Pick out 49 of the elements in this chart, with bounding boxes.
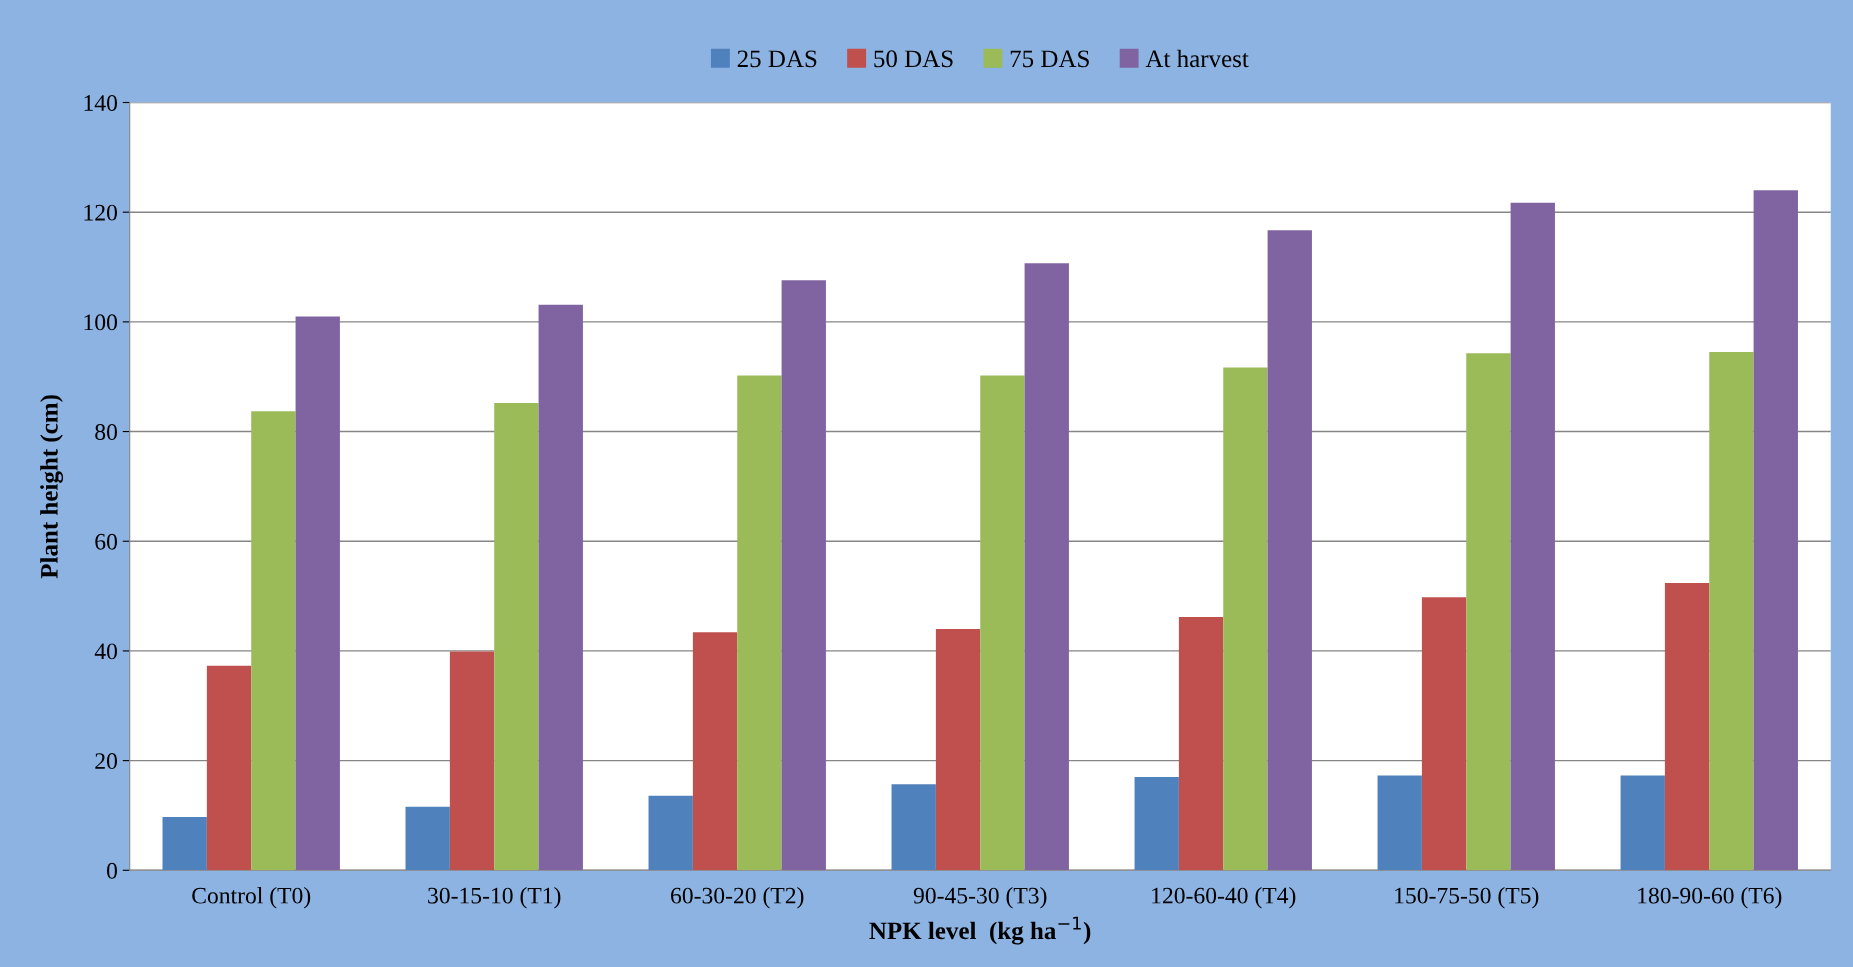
bar xyxy=(1223,367,1268,871)
bar xyxy=(1753,190,1798,871)
bar xyxy=(295,316,340,871)
y-tick-label: 100 xyxy=(84,314,117,331)
bar xyxy=(1377,775,1422,871)
bar xyxy=(449,651,495,871)
x-tick-label: 60-30-20 (T2) xyxy=(671,886,804,909)
x-axis-title: NPK level (kg ha$^{−1}$) xyxy=(869,916,1091,945)
y-tick-label: 80 xyxy=(95,424,117,440)
x-tick-label: 30-15-10 (T1) xyxy=(428,886,561,909)
bar xyxy=(1620,775,1665,871)
bar xyxy=(1709,352,1754,871)
bar xyxy=(162,817,207,871)
bar xyxy=(692,632,738,871)
bar xyxy=(648,795,693,871)
x-tick-label: 90-45-30 (T3) xyxy=(913,886,1047,909)
bar xyxy=(1466,353,1511,871)
legend-label: At harvest xyxy=(1145,49,1249,68)
bar xyxy=(405,806,450,871)
x-tick-label: 120-60-40 (T4) xyxy=(1152,886,1296,909)
bar xyxy=(980,375,1025,871)
bar xyxy=(781,280,826,871)
y-tick-label: 60 xyxy=(95,533,117,550)
x-tick-label: 180-90-60 (T6) xyxy=(1638,886,1782,909)
bar xyxy=(935,628,981,871)
bar xyxy=(538,304,583,871)
bar xyxy=(1024,263,1069,871)
bar xyxy=(891,784,936,871)
bar xyxy=(494,403,539,871)
bar xyxy=(1267,230,1312,871)
bar xyxy=(1421,597,1467,871)
x-tick-label: 150-75-50 (T5) xyxy=(1395,886,1539,909)
bar xyxy=(251,411,296,871)
y-tick-label: 40 xyxy=(94,643,117,660)
y-tick-label: 0 xyxy=(107,862,117,879)
legend-label: 50 DAS xyxy=(874,50,953,68)
y-axis-title: Plant height (cm) xyxy=(40,395,64,579)
bar xyxy=(1178,616,1224,871)
y-tick-label: 120 xyxy=(84,204,117,221)
x-tick-label: Control (T0) xyxy=(192,886,311,909)
legend-label: 75 DAS xyxy=(1010,50,1089,68)
bar xyxy=(1664,582,1710,871)
bar xyxy=(737,375,782,871)
y-tick-label: 20 xyxy=(95,753,117,770)
bar xyxy=(1510,202,1555,871)
bar xyxy=(1134,777,1179,871)
y-tick-label: 140 xyxy=(84,94,117,111)
legend-label: 25 DAS xyxy=(737,50,817,68)
bar xyxy=(206,665,252,871)
